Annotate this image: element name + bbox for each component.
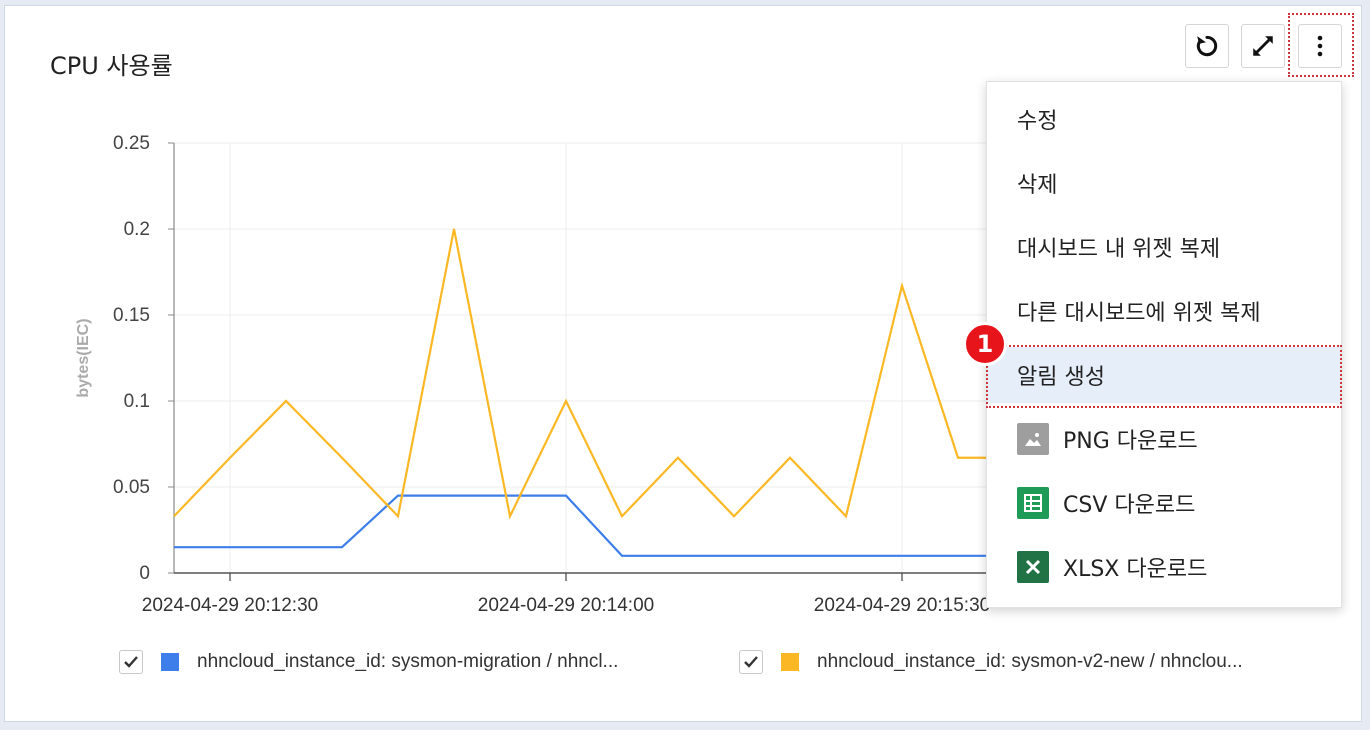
check-icon xyxy=(744,656,758,668)
legend-label: nhncloud_instance_id: sysmon-v2-new / nh… xyxy=(817,651,1243,672)
expand-icon xyxy=(1253,36,1273,56)
checkbox[interactable] xyxy=(739,650,763,674)
menu-item-label: 대시보드 내 위젯 복제 xyxy=(1017,237,1221,262)
menu-item-duplicate-in-dashboard[interactable]: 대시보드 내 위젯 복제 xyxy=(987,219,1341,275)
legend-swatch xyxy=(161,653,179,671)
menu-item-label: 다른 대시보드에 위젯 복제 xyxy=(1017,301,1261,326)
excel-icon xyxy=(1017,551,1049,583)
legend-swatch xyxy=(781,653,799,671)
menu-item-xlsx-download[interactable]: XLSX 다운로드 xyxy=(987,539,1341,595)
create-alert-highlight xyxy=(986,345,1342,408)
menu-item-label: CSV 다운로드 xyxy=(1063,493,1196,518)
check-icon xyxy=(124,656,138,668)
widget-context-menu: 수정 삭제 대시보드 내 위젯 복제 다른 대시보드에 위젯 복제 알림 생성 … xyxy=(986,81,1342,608)
legend-item-series-1[interactable]: nhncloud_instance_id: sysmon-migration /… xyxy=(119,647,618,677)
step-badge: 1 xyxy=(963,322,1007,366)
legend-label: nhncloud_instance_id: sysmon-migration /… xyxy=(197,651,619,672)
menu-item-label: PNG 다운로드 xyxy=(1063,429,1198,454)
menu-item-png-download[interactable]: PNG 다운로드 xyxy=(987,411,1341,467)
more-button-highlight xyxy=(1288,13,1354,77)
csv-sheet-icon xyxy=(1017,487,1049,519)
x-tick-label: 2024-04-29 20:14:00 xyxy=(478,595,654,616)
image-icon xyxy=(1017,423,1049,455)
y-tick-label: 0.25 xyxy=(113,133,150,154)
more-options-button[interactable] xyxy=(1298,24,1342,68)
y-tick-label: 0.15 xyxy=(113,305,150,326)
y-tick-label: 0.1 xyxy=(124,391,150,412)
menu-item-label: 삭제 xyxy=(1017,173,1058,198)
more-vertical-icon xyxy=(1317,35,1323,57)
checkbox[interactable] xyxy=(119,650,143,674)
menu-item-csv-download[interactable]: CSV 다운로드 xyxy=(987,475,1341,531)
refresh-button[interactable] xyxy=(1185,24,1229,68)
menu-item-create-alert[interactable]: 알림 생성 xyxy=(987,347,1341,403)
menu-item-duplicate-to-other-dashboard[interactable]: 다른 대시보드에 위젯 복제 xyxy=(987,283,1341,339)
x-tick-label: 2024-04-29 20:15:30 xyxy=(814,595,990,616)
widget-title: CPU 사용률 xyxy=(50,52,173,80)
legend-item-series-2[interactable]: nhncloud_instance_id: sysmon-v2-new / nh… xyxy=(739,647,1243,677)
series-line-1 xyxy=(174,494,1014,557)
menu-item-delete[interactable]: 삭제 xyxy=(987,155,1341,211)
series-line-2 xyxy=(173,228,1014,520)
menu-item-edit[interactable]: 수정 xyxy=(987,91,1341,147)
y-axis-title: bytes(IEC) xyxy=(75,318,92,397)
x-tick-label: 2024-04-29 20:12:30 xyxy=(142,595,318,616)
expand-button[interactable] xyxy=(1241,24,1285,68)
menu-item-label: XLSX 다운로드 xyxy=(1063,557,1208,582)
y-tick-label: 0 xyxy=(139,563,150,584)
menu-item-label: 수정 xyxy=(1017,109,1058,134)
menu-item-label: 알림 생성 xyxy=(1017,365,1105,390)
y-tick-label: 0.2 xyxy=(124,219,150,240)
refresh-icon xyxy=(1196,35,1218,57)
y-tick-label: 0.05 xyxy=(113,477,150,498)
